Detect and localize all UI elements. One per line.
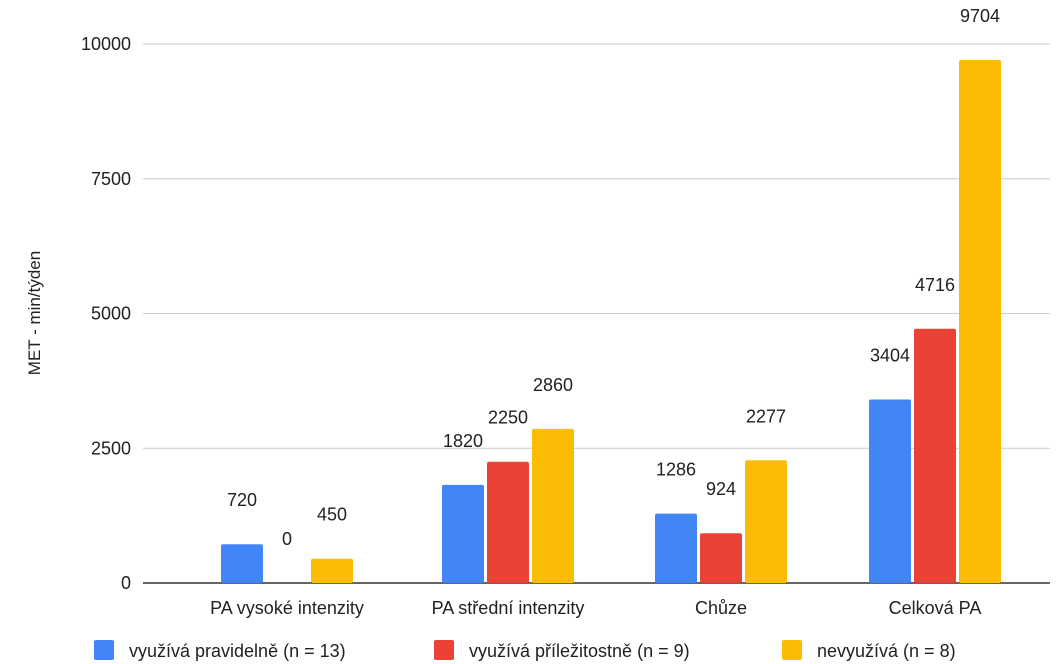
y-tick-label: 5000 — [91, 304, 131, 324]
y-tick-label: 10000 — [81, 34, 131, 54]
x-category-label: Chůze — [695, 598, 747, 618]
legend-swatch — [434, 640, 454, 660]
bar — [914, 328, 956, 583]
bar — [745, 460, 787, 583]
y-tick-label: 2500 — [91, 438, 131, 458]
bar — [442, 484, 484, 583]
bar — [487, 461, 529, 583]
data-label: 1286 — [656, 460, 696, 480]
data-label: 0 — [282, 529, 292, 549]
legend-label: využívá pravidelně (n = 13) — [129, 641, 346, 661]
bar — [959, 59, 1001, 583]
x-category-label: PA střední intenzity — [432, 598, 585, 618]
data-label: 4716 — [915, 275, 955, 295]
bar — [869, 399, 911, 583]
bar — [221, 544, 263, 583]
data-label: 924 — [706, 479, 736, 499]
data-label: 720 — [227, 490, 257, 510]
data-label: 2250 — [488, 408, 528, 428]
x-category-label: PA vysoké intenzity — [210, 598, 364, 618]
bar — [700, 533, 742, 583]
y-tick-label: 0 — [121, 573, 131, 593]
data-label: 3404 — [870, 346, 910, 366]
data-label: 450 — [317, 505, 347, 525]
y-axis-ticks: 0 2500 5000 7500 10000 — [81, 34, 131, 593]
legend: využívá pravidelně (n = 13) využívá příle… — [94, 640, 956, 661]
data-label: 1820 — [443, 431, 483, 451]
y-axis-label: MET - min/týden — [25, 251, 44, 375]
legend-swatch — [94, 640, 114, 660]
data-label: 2277 — [746, 406, 786, 426]
y-tick-label: 7500 — [91, 169, 131, 189]
legend-label: využívá příležitostně (n = 9) — [469, 641, 690, 661]
bars — [221, 59, 1001, 583]
gridlines — [143, 43, 1050, 584]
bar — [655, 513, 697, 583]
bar — [532, 428, 574, 583]
legend-label: nevyužívá (n = 8) — [817, 641, 956, 661]
legend-swatch — [782, 640, 802, 660]
x-axis-categories: PA vysoké intenzity PA střední intenzity C… — [210, 598, 981, 618]
data-label: 9704 — [960, 6, 1000, 26]
bar — [311, 558, 353, 583]
data-label: 2860 — [533, 375, 573, 395]
x-category-label: Celková PA — [889, 598, 982, 618]
